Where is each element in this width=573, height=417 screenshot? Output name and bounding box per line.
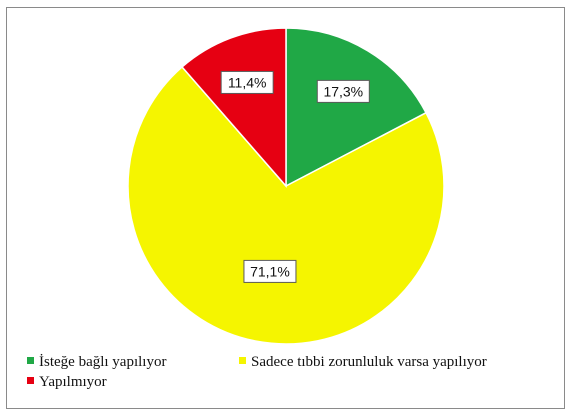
pie-data-labels: 17,3% 71,1% 11,4% xyxy=(220,70,370,283)
pie-data-label: 11,4% xyxy=(220,70,274,94)
legend-item-sadece-tibbi: Sadece tıbbi zorunluluk varsa yapılıyor xyxy=(239,353,487,371)
pie-slice xyxy=(285,27,428,188)
legend-label: Sadece tıbbi zorunluluk varsa yapılıyor xyxy=(251,354,487,370)
legend-item-yapilmiyor: Yapılmıyor xyxy=(27,373,107,391)
pie-data-label: 17,3% xyxy=(316,79,370,103)
legend-swatch-green xyxy=(27,357,34,364)
pie-chart: 17,3% 71,1% 11,4% xyxy=(127,27,445,345)
pie-slice xyxy=(181,27,287,188)
legend-item-isteğe-bagli: İsteğe bağlı yapılıyor xyxy=(27,353,166,371)
legend-label: Yapılmıyor xyxy=(39,374,107,390)
chart-frame: 17,3% 71,1% 11,4% İsteğe bağlı yapılıyor S… xyxy=(6,7,565,409)
legend-label: İsteğe bağlı yapılıyor xyxy=(39,354,167,370)
pie-slice xyxy=(127,65,445,345)
pie-data-label-text: 17,3% xyxy=(323,83,363,99)
pie-slices xyxy=(127,27,445,345)
pie-data-label-text: 11,4% xyxy=(228,74,267,90)
legend-swatch-red xyxy=(27,377,34,384)
pie-data-label: 71,1% xyxy=(243,259,297,283)
legend-swatch-yellow xyxy=(239,357,246,364)
pie-data-label-text: 71,1% xyxy=(250,263,290,279)
